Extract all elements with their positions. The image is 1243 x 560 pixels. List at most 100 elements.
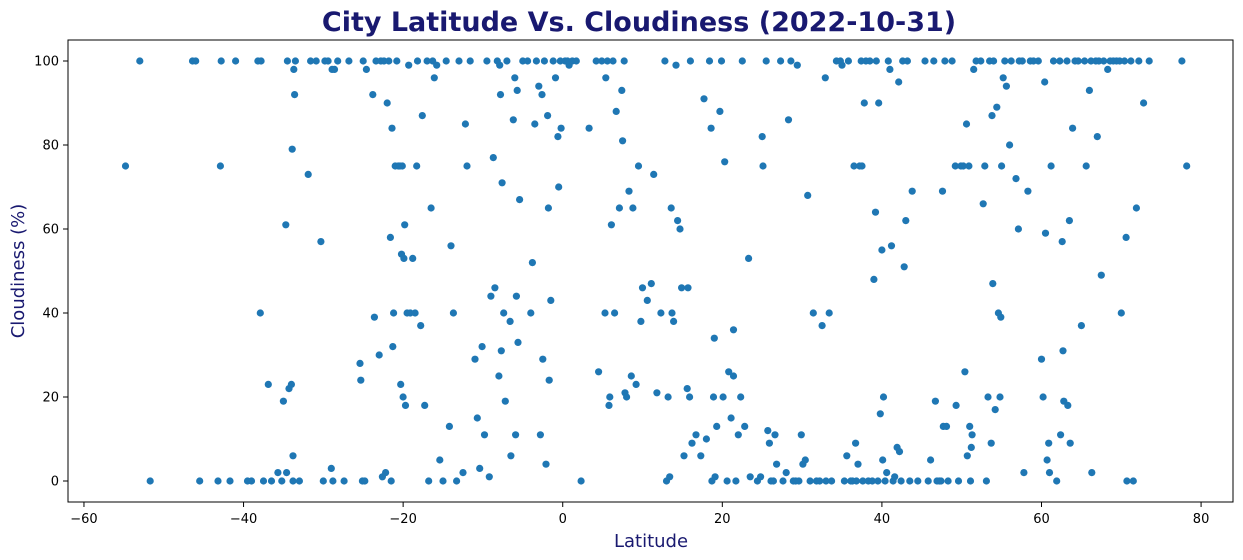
y-axis: 0 20 40 60 80 100 [34, 55, 68, 490]
data-point [256, 309, 264, 317]
data-point [806, 477, 814, 485]
x-tick-label: −60 [70, 512, 97, 527]
data-point [544, 112, 552, 120]
data-point [623, 393, 631, 401]
data-point [146, 477, 154, 485]
data-point [619, 137, 627, 145]
data-point [466, 57, 474, 65]
data-point [359, 57, 367, 65]
data-point [557, 124, 565, 132]
data-point [881, 477, 889, 485]
data-point [1074, 57, 1082, 65]
data-point [858, 162, 866, 170]
data-point [417, 322, 425, 330]
data-point [1057, 431, 1065, 439]
y-tick-label: 60 [42, 223, 59, 238]
data-point [483, 57, 491, 65]
data-point [793, 61, 801, 69]
data-point [924, 477, 932, 485]
data-point [1053, 477, 1061, 485]
data-point [524, 57, 532, 65]
data-point [1145, 57, 1153, 65]
data-point [405, 61, 413, 69]
data-point [307, 57, 315, 65]
data-point [606, 393, 614, 401]
data-point [637, 317, 645, 325]
data-point [370, 313, 378, 321]
data-point [601, 309, 609, 317]
x-tick-label: −40 [230, 512, 257, 527]
data-point [489, 154, 497, 162]
data-point [393, 57, 401, 65]
data-point [1059, 347, 1067, 355]
data-point [329, 477, 337, 485]
data-point [232, 57, 240, 65]
data-point [536, 431, 545, 439]
data-point [1012, 175, 1020, 183]
data-point [317, 238, 325, 246]
data-point [638, 284, 647, 292]
data-point [196, 477, 204, 485]
data-point [961, 368, 969, 376]
data-point [413, 57, 422, 65]
data-point [217, 57, 225, 65]
data-point [544, 204, 553, 212]
data-point [852, 439, 860, 447]
data-point [692, 431, 700, 439]
data-point [721, 158, 729, 166]
data-point [214, 477, 222, 485]
data-point [1069, 124, 1077, 132]
x-axis: −60 −40 −20 0 20 40 60 80 [70, 502, 1209, 527]
data-point [952, 401, 960, 409]
data-point [990, 57, 998, 65]
data-point [1093, 133, 1101, 141]
data-point [887, 242, 896, 250]
data-point [487, 292, 495, 300]
data-point [1002, 82, 1011, 90]
data-point [859, 477, 867, 485]
data-point [988, 112, 996, 120]
data-point [713, 422, 721, 430]
data-point [758, 133, 766, 141]
data-point [941, 57, 949, 65]
data-point [866, 57, 874, 65]
data-point [136, 57, 144, 65]
data-point [1007, 57, 1015, 65]
data-point [511, 431, 520, 439]
data-point [895, 78, 903, 86]
data-point [433, 61, 441, 69]
data-point [542, 460, 550, 468]
data-point [598, 57, 606, 65]
data-point [295, 477, 303, 485]
data-point [259, 477, 268, 485]
data-point [445, 422, 453, 430]
data-point [688, 439, 696, 447]
data-point [442, 57, 450, 65]
data-point [496, 61, 504, 69]
data-point [897, 477, 905, 485]
data-point [821, 74, 829, 82]
data-point [709, 393, 718, 401]
data-point [603, 57, 612, 65]
data-point [927, 456, 935, 464]
data-point [411, 309, 419, 317]
data-point [436, 456, 444, 464]
data-point [895, 448, 904, 456]
data-point [1024, 187, 1032, 195]
data-point [667, 204, 675, 212]
data-point [453, 477, 461, 485]
data-point [289, 477, 297, 485]
data-point [495, 372, 503, 380]
data-point [738, 57, 746, 65]
data-point [264, 380, 272, 388]
data-point [674, 217, 682, 225]
data-point [516, 196, 524, 204]
data-point [816, 477, 824, 485]
data-point [498, 179, 506, 187]
x-tick-label: 40 [874, 512, 891, 527]
data-point [879, 393, 888, 401]
data-point [319, 477, 327, 485]
data-point [707, 124, 715, 132]
data-point [970, 65, 978, 73]
data-point [954, 477, 963, 485]
